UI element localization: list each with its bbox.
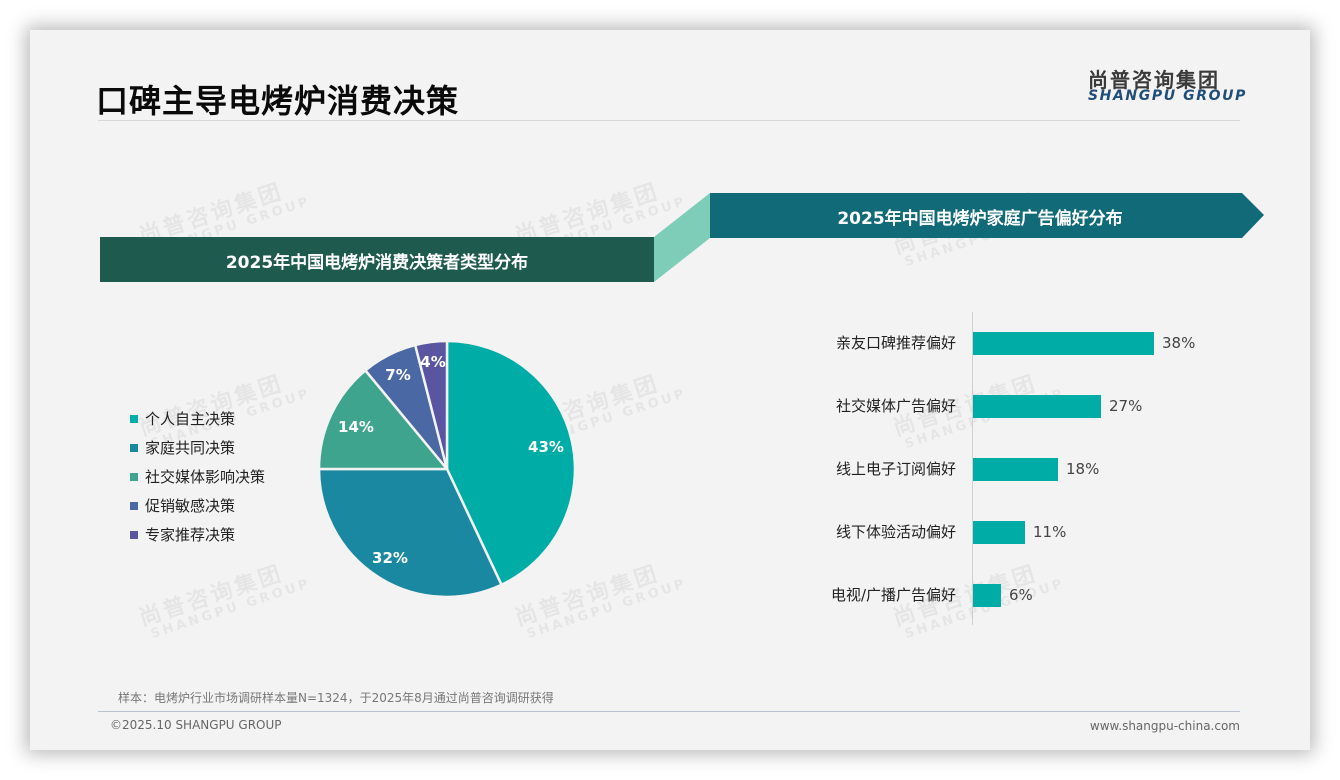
bar-axis-line bbox=[972, 312, 973, 625]
pie-label: 4% bbox=[420, 353, 446, 371]
pie-label: 7% bbox=[385, 366, 411, 384]
legend-swatch-icon bbox=[130, 414, 138, 423]
legend-item: 个人自主决策 bbox=[130, 404, 265, 433]
legend-label: 专家推荐决策 bbox=[145, 526, 236, 544]
bar bbox=[973, 332, 1154, 355]
page-title: 口碑主导电烤炉消费决策 bbox=[96, 82, 460, 120]
bar-value: 38% bbox=[1162, 334, 1196, 352]
legend-item: 家庭共同决策 bbox=[130, 433, 265, 462]
bar-label: 社交媒体广告偏好 bbox=[835, 397, 956, 415]
pie-legend: 个人自主决策 家庭共同决策 社交媒体影响决策 促销敏感决策 专家推荐决策 bbox=[130, 404, 265, 549]
title-divider bbox=[98, 120, 1240, 121]
bar-value: 27% bbox=[1109, 397, 1143, 415]
right-banner-shape bbox=[710, 193, 1264, 238]
bar-value: 6% bbox=[1009, 586, 1033, 604]
legend-label: 个人自主决策 bbox=[145, 410, 236, 428]
bar bbox=[973, 584, 1001, 607]
bar bbox=[973, 458, 1058, 481]
legend-item: 专家推荐决策 bbox=[130, 520, 265, 549]
bar bbox=[973, 521, 1025, 544]
pie-slice-individual bbox=[445, 339, 577, 587]
pie-chart bbox=[317, 339, 577, 599]
footer-divider bbox=[98, 711, 1240, 712]
legend-swatch-icon bbox=[130, 501, 138, 510]
copyright: ©2025.10 SHANGPU GROUP bbox=[110, 718, 282, 732]
website-link[interactable]: www.shangpu-china.com bbox=[1089, 719, 1240, 733]
pie-label: 14% bbox=[338, 418, 374, 436]
section-banners bbox=[100, 193, 1264, 282]
left-banner-title: 2025年中国电烤炉消费决策者类型分布 bbox=[225, 253, 529, 273]
legend-label: 社交媒体影响决策 bbox=[145, 468, 266, 486]
pie-slice-family bbox=[317, 467, 503, 599]
logo-chinese: 尚普咨询集团 bbox=[1088, 68, 1220, 92]
pie-label: 32% bbox=[372, 549, 408, 567]
sample-note: 样本：电烤炉行业市场调研样本量N=1324，于2025年8月通过尚普咨询调研获得 bbox=[118, 691, 554, 705]
logo-english: SHANGPU GROUP bbox=[1088, 88, 1247, 104]
legend-label: 家庭共同决策 bbox=[145, 439, 236, 457]
slide: 尚普咨询集团 SHANGPU GROUP 尚普咨询集团 SHANGPU GROUP … bbox=[30, 30, 1310, 750]
left-banner-shape bbox=[100, 237, 654, 282]
bar bbox=[973, 395, 1101, 418]
connector-shape bbox=[654, 193, 710, 282]
bar-label: 电视/广播广告偏好 bbox=[830, 586, 956, 604]
legend-label: 促销敏感决策 bbox=[145, 497, 236, 515]
bar-label: 线上电子订阅偏好 bbox=[835, 460, 956, 478]
bar-value: 11% bbox=[1033, 523, 1067, 541]
legend-swatch-icon bbox=[130, 443, 138, 452]
pie-slice-social bbox=[317, 369, 449, 471]
legend-item: 促销敏感决策 bbox=[130, 491, 265, 520]
bar-label: 亲友口碑推荐偏好 bbox=[835, 334, 956, 352]
right-banner-title: 2025年中国电烤炉家庭广告偏好分布 bbox=[837, 209, 1123, 229]
bar-value: 18% bbox=[1066, 460, 1100, 478]
pie-slice-expert bbox=[413, 339, 449, 471]
legend-swatch-icon bbox=[130, 472, 138, 481]
bar-label: 线下体验活动偏好 bbox=[835, 523, 956, 541]
pie-label: 43% bbox=[528, 438, 564, 456]
legend-swatch-icon bbox=[130, 530, 138, 539]
legend-item: 社交媒体影响决策 bbox=[130, 462, 265, 491]
